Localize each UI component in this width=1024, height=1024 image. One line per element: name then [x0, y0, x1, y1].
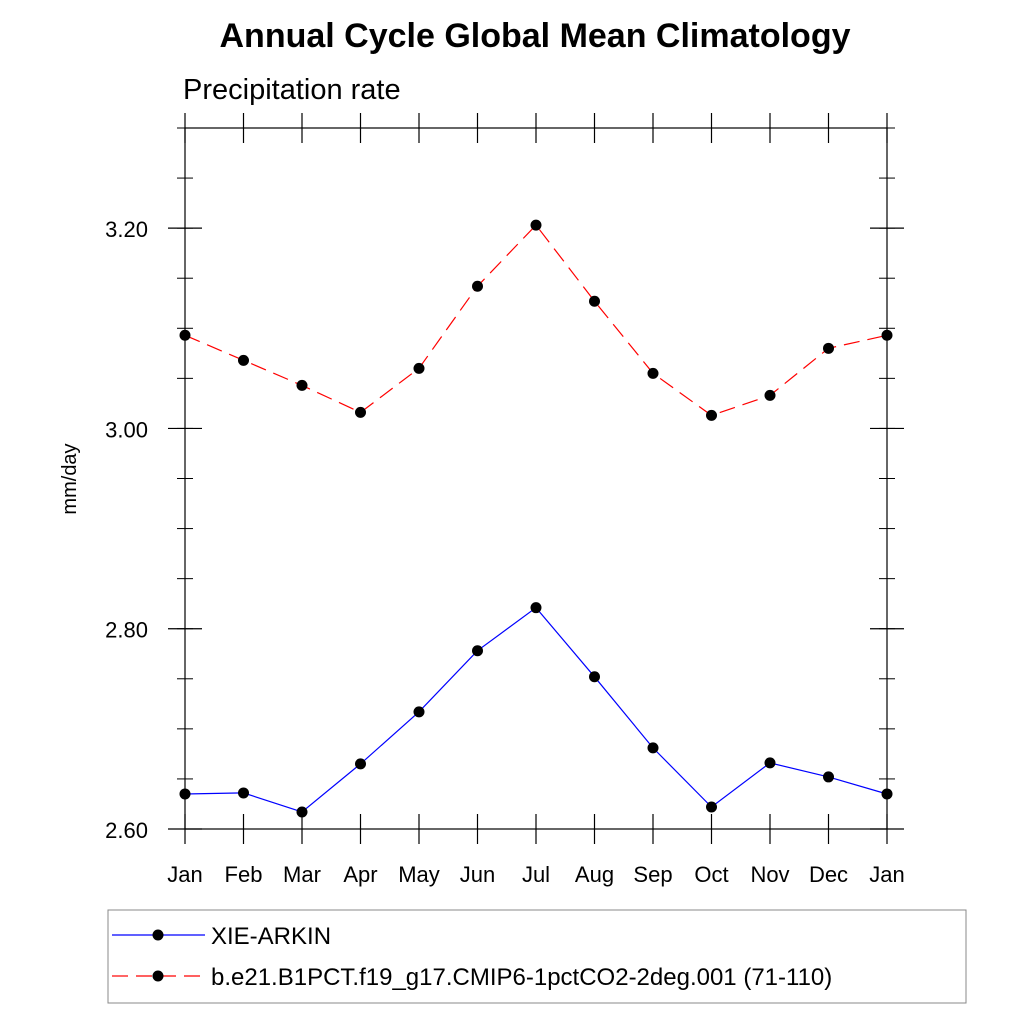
x-tick-label: Sep: [633, 862, 672, 887]
series-0-point: [881, 788, 893, 800]
series-0-point: [355, 758, 366, 770]
series-1-point: [823, 342, 834, 354]
series-1-point: [764, 389, 776, 401]
series-layer: [179, 219, 893, 818]
x-tick-label: Jun: [460, 862, 495, 887]
x-tick-label: Jan: [869, 862, 904, 887]
series-1-point: [355, 406, 366, 418]
legend-marker-model: [152, 970, 164, 982]
y-axis-label: mm/day: [59, 443, 81, 514]
x-tick-label: Oct: [694, 862, 728, 887]
x-tick-label: Jul: [522, 862, 550, 887]
y-tick-label: 3.00: [105, 417, 148, 442]
y-tick-label: 2.60: [105, 818, 148, 843]
series-1-point: [647, 367, 659, 379]
axis-ticks: Jan Feb Mar Apr May Jun Jul Aug Sep Oct Nov Dec Jan 2…: [105, 113, 905, 887]
x-tick-label: Dec: [809, 862, 848, 887]
series-0-point: [823, 771, 834, 783]
legend-label-model: b.e21.B1PCT.f19_g17.CMIP6-1pctCO2-2deg.0…: [211, 964, 832, 991]
legend-box: [107, 909, 967, 1004]
chart-subtitle: Precipitation rate: [183, 74, 401, 106]
series-line-1: [184, 224, 888, 417]
series-1-point: [238, 354, 249, 366]
x-tick-label: Aug: [575, 862, 614, 887]
series-1-point: [413, 362, 425, 374]
series-0-point: [706, 801, 717, 813]
chart-title: Annual Cycle Global Mean Climatology: [220, 17, 851, 55]
series-line-0: [184, 606, 888, 813]
series-1-point: [472, 280, 483, 292]
series-1-point: [296, 379, 308, 391]
x-tick-label: Nov: [750, 862, 789, 887]
series-0-point: [764, 757, 776, 769]
legend-marker-xie-arkin: [152, 929, 164, 941]
y-tick-label: 3.20: [105, 217, 148, 242]
series-1-point: [179, 329, 191, 341]
series-0-point: [530, 602, 542, 614]
x-tick-label: May: [398, 862, 440, 887]
series-1-point: [706, 409, 717, 421]
series-0-point: [647, 742, 659, 754]
series-1-point: [881, 329, 893, 341]
series-1-point: [589, 295, 600, 307]
legend-label-xie-arkin: XIE-ARKIN: [211, 923, 331, 950]
series-0-point: [472, 645, 483, 657]
x-tick-label: Apr: [343, 862, 377, 887]
series-0-point: [413, 706, 425, 718]
series-1-point: [530, 219, 542, 231]
series-0-point: [589, 671, 600, 683]
plot-frame: [184, 127, 888, 830]
x-tick-label: Mar: [283, 862, 321, 887]
legend: XIE-ARKIN b.e21.B1PCT.f19_g17.CMIP6-1pct…: [107, 909, 967, 1004]
series-0-point: [296, 806, 308, 818]
y-tick-label: 2.80: [105, 618, 148, 643]
x-tick-label: Feb: [225, 862, 263, 887]
series-0-point: [238, 787, 249, 799]
x-tick-label: Jan: [167, 862, 202, 887]
series-0-point: [179, 788, 191, 800]
